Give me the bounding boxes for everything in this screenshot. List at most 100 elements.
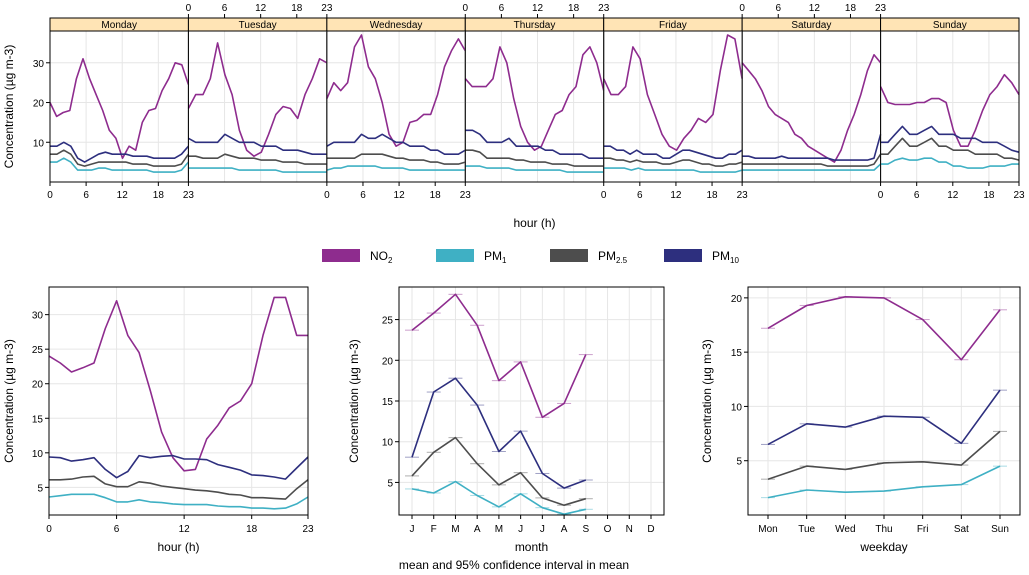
x-tick-label: O [604, 524, 612, 535]
legend-label: PM2.5 [598, 249, 628, 265]
figure-caption: mean and 95% confidence interval in mean [399, 558, 629, 572]
series-line-pm25 [603, 157, 743, 167]
weekday-chart: 5 10 15 20 Mon Tue Wed Thu Fri Sat Sun Concentratio… [700, 286, 1021, 554]
x-tick-label: Mon [758, 524, 777, 535]
series-line-pm10 [50, 141, 190, 163]
x-tick-label: J [540, 524, 545, 535]
series-line-pm10 [48, 454, 309, 480]
x-tick-label: 18 [845, 3, 857, 14]
x-tick-label: 23 [460, 190, 472, 201]
pollutant-legend: NO2 PM1 PM2.5 PM10 [322, 249, 739, 265]
y-tick-label: 10 [32, 449, 44, 460]
x-tick-label: Wed [835, 524, 855, 535]
series-line-pm1 [48, 493, 309, 510]
y-tick-label: 25 [382, 316, 394, 327]
series-line-no2 [602, 34, 743, 151]
series-line-pm1 [603, 167, 743, 173]
x-tick-label: 18 [291, 3, 303, 14]
weekday-hour-chart: Monday 0 6 12 18 23 Tuesday 0 6 12 18 23 Wednesday 0 6… [2, 3, 1025, 230]
y-tick-label: 5 [736, 457, 742, 468]
x-tick-label: 0 [46, 524, 52, 535]
x-tick-label: 6 [775, 3, 781, 14]
y-tick-label: 20 [32, 380, 44, 391]
x-tick-label: S [582, 524, 589, 535]
x-tick-label: 23 [598, 3, 610, 14]
y-tick-label: 25 [32, 345, 44, 356]
x-tick-label: 23 [183, 190, 195, 201]
y-axis-label: Concentration (µg m-3) [2, 339, 16, 463]
x-tick-label: 18 [706, 190, 718, 201]
x-tick-label: Tue [798, 524, 815, 535]
series-line-no2 [326, 34, 466, 147]
x-tick-label: 6 [637, 190, 643, 201]
panel-thursday: Thursday 0 6 12 18 23 [463, 3, 610, 183]
month-chart: 5 10 15 20 25 J F M A M J J A S O N D Concentration (µg m… [347, 286, 665, 554]
y-axis-label: Concentration (µg m-3) [2, 45, 16, 169]
series-line-no2 [464, 46, 605, 151]
x-tick-label: 18 [153, 190, 165, 201]
x-axis-label: hour (h) [513, 216, 555, 230]
x-tick-label: 0 [878, 190, 884, 201]
series-line-pm1 [50, 157, 190, 173]
panel-strip-label: Saturday [791, 20, 831, 31]
series-line-pm10 [742, 134, 882, 161]
x-tick-label: 0 [47, 190, 53, 201]
y-tick-label: 30 [33, 59, 45, 70]
x-tick-label: 0 [324, 190, 330, 201]
panel-saturday: Saturday 0 6 12 18 23 [739, 3, 887, 183]
x-tick-label: 6 [499, 3, 505, 14]
panel-frame [603, 30, 743, 183]
y-tick-label: 5 [387, 478, 393, 489]
y-tick-label: 30 [32, 311, 44, 322]
x-tick-label: 0 [739, 3, 745, 14]
x-tick-label: 12 [809, 3, 821, 14]
panel-strip-label: Sunday [933, 20, 967, 31]
x-tick-label: D [647, 524, 654, 535]
x-tick-label: 23 [1013, 190, 1025, 201]
x-axis-label: month [515, 540, 548, 554]
x-tick-label: A [474, 524, 481, 535]
legend-item-pm25: PM2.5 [550, 249, 628, 265]
series-line-no2 [879, 73, 1020, 147]
series-line-pm25 [188, 153, 327, 165]
x-tick-label: 18 [430, 190, 442, 201]
panel-monday: Monday 0 6 12 18 23 [47, 17, 195, 201]
x-tick-label: 23 [875, 3, 887, 14]
series-line-pm25 [767, 430, 1001, 480]
x-tick-label: Thu [875, 524, 892, 535]
x-tick-label: 12 [394, 190, 406, 201]
legend-swatch [550, 249, 588, 262]
panel-tuesday: Tuesday 0 6 12 18 23 [186, 3, 333, 183]
y-tick-label: 5 [37, 483, 43, 494]
y-tick-label: 15 [382, 397, 394, 408]
x-tick-label: 12 [670, 190, 682, 201]
x-tick-label: N [626, 524, 633, 535]
y-tick-label: 20 [382, 356, 394, 367]
panel-strip-label: Thursday [514, 20, 556, 31]
series-line-no2 [411, 293, 587, 419]
series-line-no2 [187, 42, 328, 157]
y-axis-label: Concentration (µg m-3) [700, 339, 714, 463]
panel-friday: Friday 0 6 12 18 23 [601, 17, 748, 201]
series-line-pm1 [880, 157, 1019, 169]
series-line-no2 [741, 54, 882, 163]
legend-swatch [664, 249, 702, 262]
series-line-pm25 [880, 137, 1020, 161]
x-tick-label: Fri [917, 524, 929, 535]
series-line-pm10 [326, 133, 466, 155]
panel-strip-label: Wednesday [370, 20, 423, 31]
x-tick-label: F [431, 524, 437, 535]
x-tick-label: M [495, 524, 503, 535]
y-tick-label: 15 [32, 414, 44, 425]
legend-item-no2: NO2 [322, 249, 393, 265]
series-line-pm1 [188, 167, 327, 173]
x-tick-label: 6 [914, 190, 920, 201]
y-tick-label: 10 [731, 402, 743, 413]
x-tick-label: 6 [114, 524, 120, 535]
series-line-pm25 [50, 149, 190, 167]
x-tick-label: 0 [601, 190, 607, 201]
series-line-pm10 [411, 377, 587, 489]
series-line-pm10 [188, 133, 327, 155]
x-tick-label: J [410, 524, 415, 535]
